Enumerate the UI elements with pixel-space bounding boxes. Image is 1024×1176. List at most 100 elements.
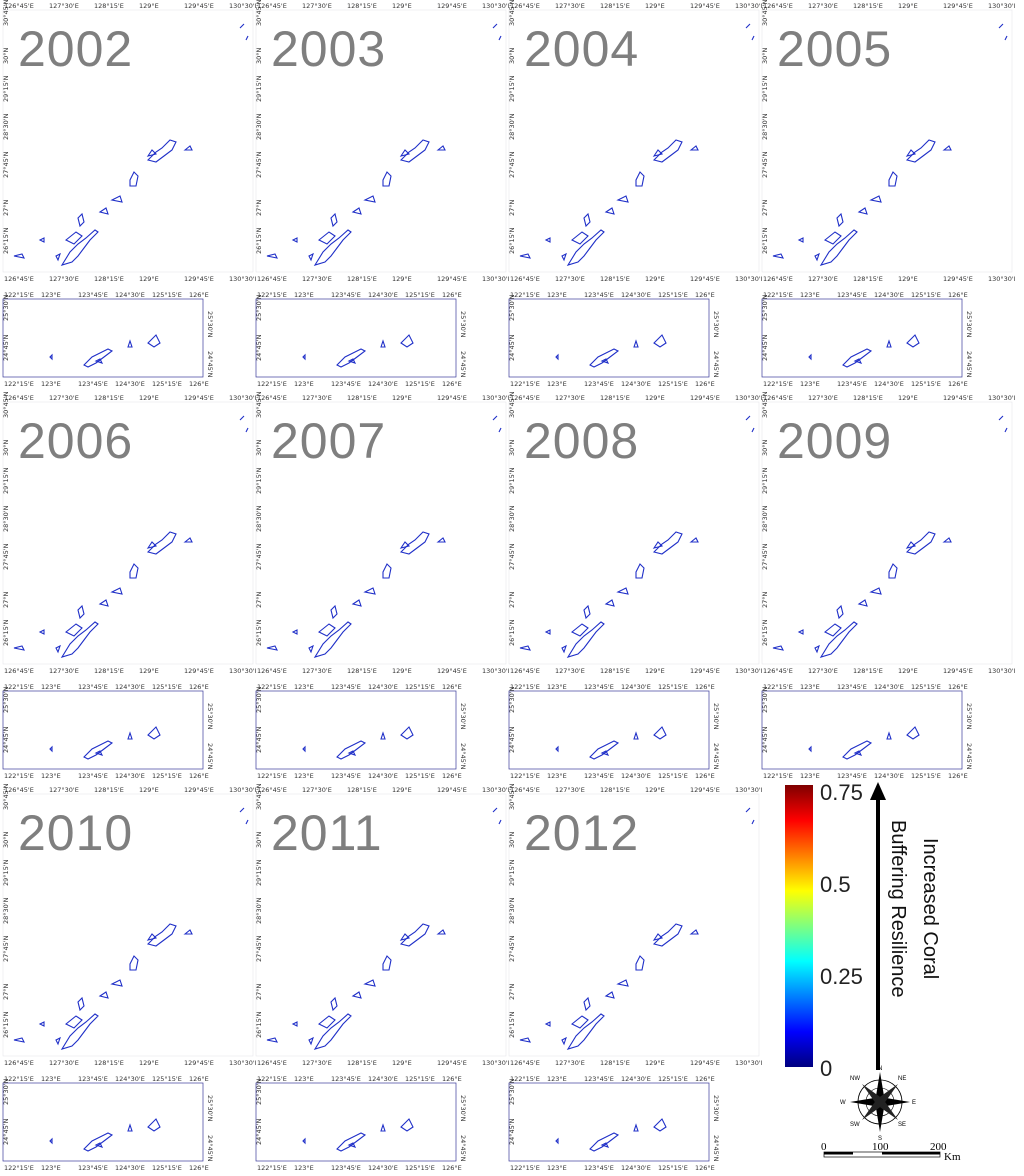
island-yonaguni xyxy=(49,745,53,753)
inset-lon-tick: 123°E xyxy=(41,1075,61,1083)
lon-tick-label: 129°E xyxy=(645,2,665,10)
map-panel-2010: 126°45'E 127°30'E 128°15'E 129°E 129°45'E 130… xyxy=(0,784,256,1172)
inset-lon-ticks-bottom: 122°15'E 123°E 123°45'E 124°30'E 125°15'E 126… xyxy=(763,772,968,780)
lat-tick-label: 30°45'N xyxy=(255,784,263,810)
inset-lon-tick: 123°45'E xyxy=(78,291,108,299)
inset-lon-tick: 125°15'E xyxy=(658,380,688,388)
lon-ticks-bottom: 126°45'E 127°30'E 128°15'E 129°E 129°45'E 130… xyxy=(510,667,762,675)
compass-s: S xyxy=(878,1136,882,1142)
lon-tick-label: 129°E xyxy=(898,2,918,10)
inset-lat-tick: 25°30'N xyxy=(459,311,467,338)
inset-lon-tick: 123°45'E xyxy=(837,380,867,388)
scale-tick-0: 0 xyxy=(821,1141,827,1153)
island-tokunoshima xyxy=(382,563,392,579)
scale-tick-100: 100 xyxy=(872,1141,889,1153)
inset-lon-tick: 124°30'E xyxy=(621,1075,651,1083)
map-panel-2008: 126°45'E 127°30'E 128°15'E 129°E 129°45'E 130… xyxy=(506,392,762,780)
island-aguni xyxy=(291,1021,298,1027)
main-map: 126°45'E 127°30'E 128°15'E 129°E 129°45'E 130… xyxy=(255,784,509,1067)
inset-map: 122°15'E 123°E 123°45'E 124°30'E 125°15'E 126… xyxy=(2,1075,214,1172)
island-okinawa xyxy=(566,229,605,266)
island-tarama xyxy=(380,1123,386,1132)
year-title: 2008 xyxy=(524,413,640,469)
lon-tick-label: 129°E xyxy=(139,2,159,10)
map-frame xyxy=(255,9,507,273)
inset-frame xyxy=(2,690,204,770)
lon-tick-label: 130°30'E xyxy=(735,2,762,10)
inset-lat-tick: 25°30'N xyxy=(712,311,720,338)
lat-tick-label: 26°15'N xyxy=(2,1011,10,1038)
island-chain xyxy=(266,415,502,658)
lat-tick-label: 30°N xyxy=(2,831,10,848)
island-chain xyxy=(772,415,1008,658)
inset-lon-tick: 124°30'E xyxy=(368,1075,398,1083)
inset-lon-tick: 123°E xyxy=(547,683,567,691)
inset-lat-tick: 24°45'N xyxy=(459,1135,467,1162)
inset-lon-tick: 124°30'E xyxy=(368,772,398,780)
island-ishigaki xyxy=(589,1132,620,1152)
island-iriomote xyxy=(600,750,610,756)
islet-north xyxy=(998,23,1008,41)
inset-lon-tick: 123°E xyxy=(547,1164,567,1172)
island-okinoerabu xyxy=(616,587,629,595)
inset-lon-tick: 123°45'E xyxy=(78,683,108,691)
lon-tick-label: 127°30'E xyxy=(555,786,585,794)
year-title: 2010 xyxy=(18,805,134,861)
compass-nw: NW xyxy=(850,1076,860,1082)
lon-tick-label: 127°30'E xyxy=(808,667,838,675)
lon-tick-label: 127°30'E xyxy=(302,1059,332,1067)
lon-tick-label: 128°15'E xyxy=(853,275,883,283)
lon-tick-label: 129°45'E xyxy=(184,1059,214,1067)
legend: 0.75 0.5 0.25 0 Increased Coral Bufferin… xyxy=(780,780,1024,1171)
inset-lon-tick: 123°45'E xyxy=(78,1164,108,1172)
lon-ticks-bottom: 126°45'E 127°30'E 128°15'E 129°E 129°45'E 130… xyxy=(4,667,256,675)
inset-lon-tick: 123°E xyxy=(547,380,567,388)
inset-lon-tick: 126°E xyxy=(695,683,715,691)
lon-tick-label: 130°30'E xyxy=(482,275,509,283)
year-title: 2009 xyxy=(777,413,893,469)
lat-tick-label: 30°45'N xyxy=(508,392,516,418)
lat-tick-label: 26°15'N xyxy=(255,1011,263,1038)
inset-lat-tick: 24°45'N xyxy=(2,334,10,361)
island-okinawa xyxy=(60,229,99,266)
island-okinoerabu xyxy=(363,979,376,987)
lat-tick-label: 27°N xyxy=(508,983,516,1000)
island-amami xyxy=(146,923,177,947)
island-iriomote xyxy=(600,1142,610,1148)
lon-tick-label: 126°45'E xyxy=(510,394,540,402)
island-tarama xyxy=(380,731,386,740)
island-kakeroma xyxy=(146,933,158,941)
inset-lon-tick: 126°E xyxy=(948,380,968,388)
inset-lon-tick: 123°45'E xyxy=(584,291,614,299)
inset-lon-tick: 124°30'E xyxy=(115,1164,145,1172)
island-yonaguni xyxy=(302,353,306,361)
inset-lon-tick: 126°E xyxy=(948,291,968,299)
sakishima-islands xyxy=(49,334,161,368)
lon-ticks-bottom: 126°45'E 127°30'E 128°15'E 129°E 129°45'E 130… xyxy=(4,1059,256,1067)
inset-map: 122°15'E 123°E 123°45'E 124°30'E 125°15'E 126… xyxy=(761,291,973,388)
inset-lat-tick: 24°45'N xyxy=(2,726,10,753)
map-frame xyxy=(2,401,254,665)
island-aguni xyxy=(797,237,804,243)
island-iheya xyxy=(583,212,591,228)
island-amami xyxy=(399,531,430,555)
lon-tick-label: 129°E xyxy=(392,786,412,794)
lat-tick-label: 30°N xyxy=(761,439,769,456)
island-tarama xyxy=(886,731,892,740)
lon-tick-label: 127°30'E xyxy=(808,275,838,283)
island-chain xyxy=(13,415,249,658)
inset-lon-tick: 126°E xyxy=(948,772,968,780)
island-okinawa xyxy=(313,229,352,266)
inset-lat-tick: 25°30'N xyxy=(965,703,973,730)
island-ishigaki xyxy=(336,1132,367,1152)
inset-lat-tick: 24°45'N xyxy=(2,1118,10,1145)
lon-tick-label: 128°15'E xyxy=(600,667,630,675)
island-kakeroma xyxy=(905,149,917,157)
lat-tick-label: 26°15'N xyxy=(761,227,769,254)
lon-ticks-bottom: 126°45'E 127°30'E 128°15'E 129°E 129°45'E 130… xyxy=(763,667,1015,675)
year-title: 2012 xyxy=(524,805,640,861)
island-aguni xyxy=(38,1021,45,1027)
inset-lon-tick: 122°15'E xyxy=(510,1075,540,1083)
island-kume xyxy=(13,253,25,259)
inset-map: 122°15'E 123°E 123°45'E 124°30'E 125°15'E 126… xyxy=(2,683,214,780)
